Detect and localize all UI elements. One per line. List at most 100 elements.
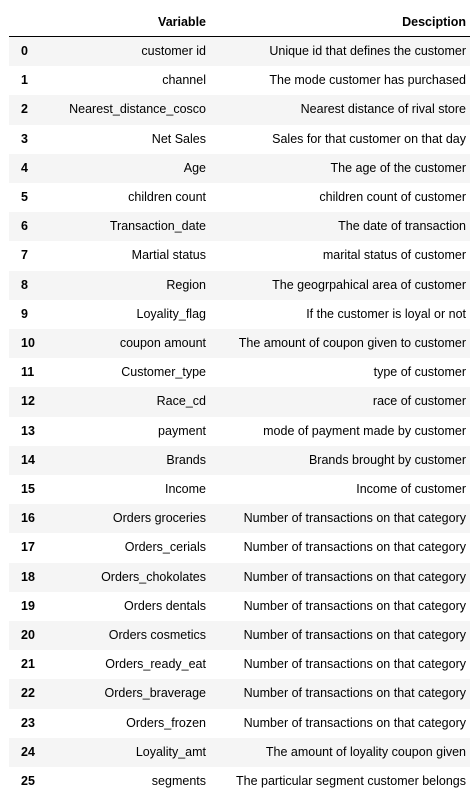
row-index: 23 <box>21 715 35 730</box>
description-cell: mode of payment made by customer <box>263 423 466 438</box>
variable-cell: Transaction_date <box>109 219 206 234</box>
row-index: 25 <box>21 774 35 789</box>
table-row: 22 Orders_braverage Number of transactions… <box>9 679 470 709</box>
description-cell: The mode customer has purchased <box>269 73 466 88</box>
variable-cell: Net Sales <box>151 131 206 146</box>
table-row: 8 Region The geogrpahical area of customer <box>9 270 470 300</box>
index-column-header <box>9 8 47 37</box>
description-cell: Unique id that defines the customer <box>269 44 466 58</box>
description-cell: marital status of customer <box>322 248 466 263</box>
row-index: 12 <box>21 394 35 409</box>
description-cell: Number of transactions on that category <box>243 657 466 672</box>
row-index: 9 <box>21 306 28 321</box>
description-cell: Sales for that customer on that day <box>272 131 466 146</box>
table-body: 0 customer id Unique id that defines the c… <box>9 36 470 797</box>
description-cell: children count of customer <box>319 190 466 205</box>
variable-cell: customer id <box>141 44 206 58</box>
table-row: 23 Orders_frozen Number of transactions on… <box>9 708 470 738</box>
description-cell: Number of transactions on that category <box>243 511 466 526</box>
variable-cell: Orders_frozen <box>126 715 206 730</box>
table-row: 4 Age The age of the customer <box>9 153 470 184</box>
table-row: 2 Nearest_distance_cosco Nearest distance … <box>9 95 470 125</box>
row-index: 11 <box>21 365 35 380</box>
table-row: 18 Orders_chokolates Number of transaction… <box>9 562 470 592</box>
variable-cell: Orders cosmetics <box>108 628 206 643</box>
description-cell: Brands brought by customer <box>308 452 466 467</box>
variable-cell: Orders groceries <box>112 511 206 526</box>
table-header-row: Variable Desciption <box>9 8 470 37</box>
table-row: 14 Brands Brands brought by customer <box>9 445 470 476</box>
description-cell: The age of the customer <box>330 160 467 175</box>
row-index: 16 <box>21 511 35 526</box>
description-cell: If the customer is loyal or not <box>306 306 466 321</box>
row-index: 21 <box>21 657 35 672</box>
row-index: 19 <box>21 598 35 613</box>
row-index: 6 <box>21 219 28 234</box>
table-row: 25 segments The particular segment custome… <box>9 767 470 797</box>
description-cell: The amount of loyality coupon given <box>265 744 466 759</box>
row-index: 7 <box>21 248 28 263</box>
row-index: 10 <box>21 336 35 351</box>
description-cell: race of customer <box>372 394 466 409</box>
variable-cell: Orders_cerials <box>124 540 206 555</box>
description-cell: type of customer <box>373 365 466 380</box>
description-cell: Income of customer <box>356 482 466 497</box>
variable-cell: Race_cd <box>156 394 206 409</box>
row-index: 3 <box>21 131 28 146</box>
table-row: 21 Orders_ready_eat Number of transactions… <box>9 650 470 680</box>
variable-cell: Orders_chokolates <box>101 569 206 584</box>
variable-cell: Income <box>165 482 206 497</box>
variable-cell: Orders dentals <box>124 598 206 613</box>
table-row: 20 Orders cosmetics Number of transactions… <box>9 621 470 651</box>
table-row: 7 Martial status marital status of custome… <box>9 241 470 271</box>
variable-cell: Orders_ready_eat <box>105 657 206 672</box>
row-index: 18 <box>21 569 35 584</box>
row-index: 24 <box>21 744 35 759</box>
description-cell: Number of transactions on that category <box>243 686 466 701</box>
description-cell: Number of transactions on that category <box>243 540 466 555</box>
table-row: 11 Customer_type type of customer <box>9 358 470 388</box>
variable-cell: Brands <box>166 452 206 467</box>
description-cell: The particular segment customer belongs <box>236 774 466 789</box>
table-row: 12 Race_cd race of customer <box>9 387 470 417</box>
variable-cell: segments <box>151 774 206 789</box>
variable-cell: channel <box>162 73 206 88</box>
row-index: 20 <box>21 628 35 643</box>
description-cell: The geogrpahical area of customer <box>272 277 466 292</box>
description-cell: Number of transactions on that category <box>243 628 466 643</box>
description-column-header: Desciption <box>210 8 470 37</box>
variable-cell: Region <box>166 277 206 292</box>
variable-cell: Martial status <box>131 248 206 263</box>
variable-cell: children count <box>128 190 206 205</box>
variable-cell: payment <box>158 423 206 438</box>
table-row: 16 Orders groceries Number of transactions… <box>9 504 470 534</box>
variable-column-header: Variable <box>47 8 210 37</box>
variable-cell: Orders_braverage <box>104 686 206 701</box>
table-row: 9 Loyality_flag If the customer is loyal o… <box>9 299 470 330</box>
variable-cell: coupon amount <box>119 336 206 351</box>
table-row: 19 Orders dentals Number of transactions o… <box>9 591 470 622</box>
description-cell: Nearest distance of rival store <box>300 102 466 117</box>
table-row: 3 Net Sales Sales for that customer on tha… <box>9 124 470 154</box>
row-index: 17 <box>21 540 35 555</box>
row-index: 1 <box>21 73 28 88</box>
table-row: 5 children count children count of custome… <box>9 183 470 213</box>
row-index: 4 <box>21 160 28 175</box>
row-index: 22 <box>21 686 35 701</box>
row-index: 0 <box>21 44 28 58</box>
description-cell: Number of transactions on that category <box>243 569 466 584</box>
description-cell: Number of transactions on that category <box>243 715 466 730</box>
description-cell: The amount of coupon given to customer <box>238 336 466 351</box>
variable-description-table: Variable Desciption 0 customer id Unique i… <box>9 8 470 797</box>
description-cell: Number of transactions on that category <box>243 598 466 613</box>
table-row: 10 coupon amount The amount of coupon give… <box>9 329 470 359</box>
table-row: 24 Loyality_amt The amount of loyality cou… <box>9 737 470 768</box>
description-cell: The date of transaction <box>338 219 466 234</box>
variable-cell: Age <box>183 160 206 175</box>
variable-cell: Loyality_flag <box>136 306 207 321</box>
table-row: 13 payment mode of payment made by custome… <box>9 416 470 446</box>
variable-cell: Nearest_distance_cosco <box>69 102 206 117</box>
row-index: 8 <box>21 277 28 292</box>
table-row: 17 Orders_cerials Number of transactions o… <box>9 533 470 563</box>
variable-cell: Loyality_amt <box>135 744 206 759</box>
